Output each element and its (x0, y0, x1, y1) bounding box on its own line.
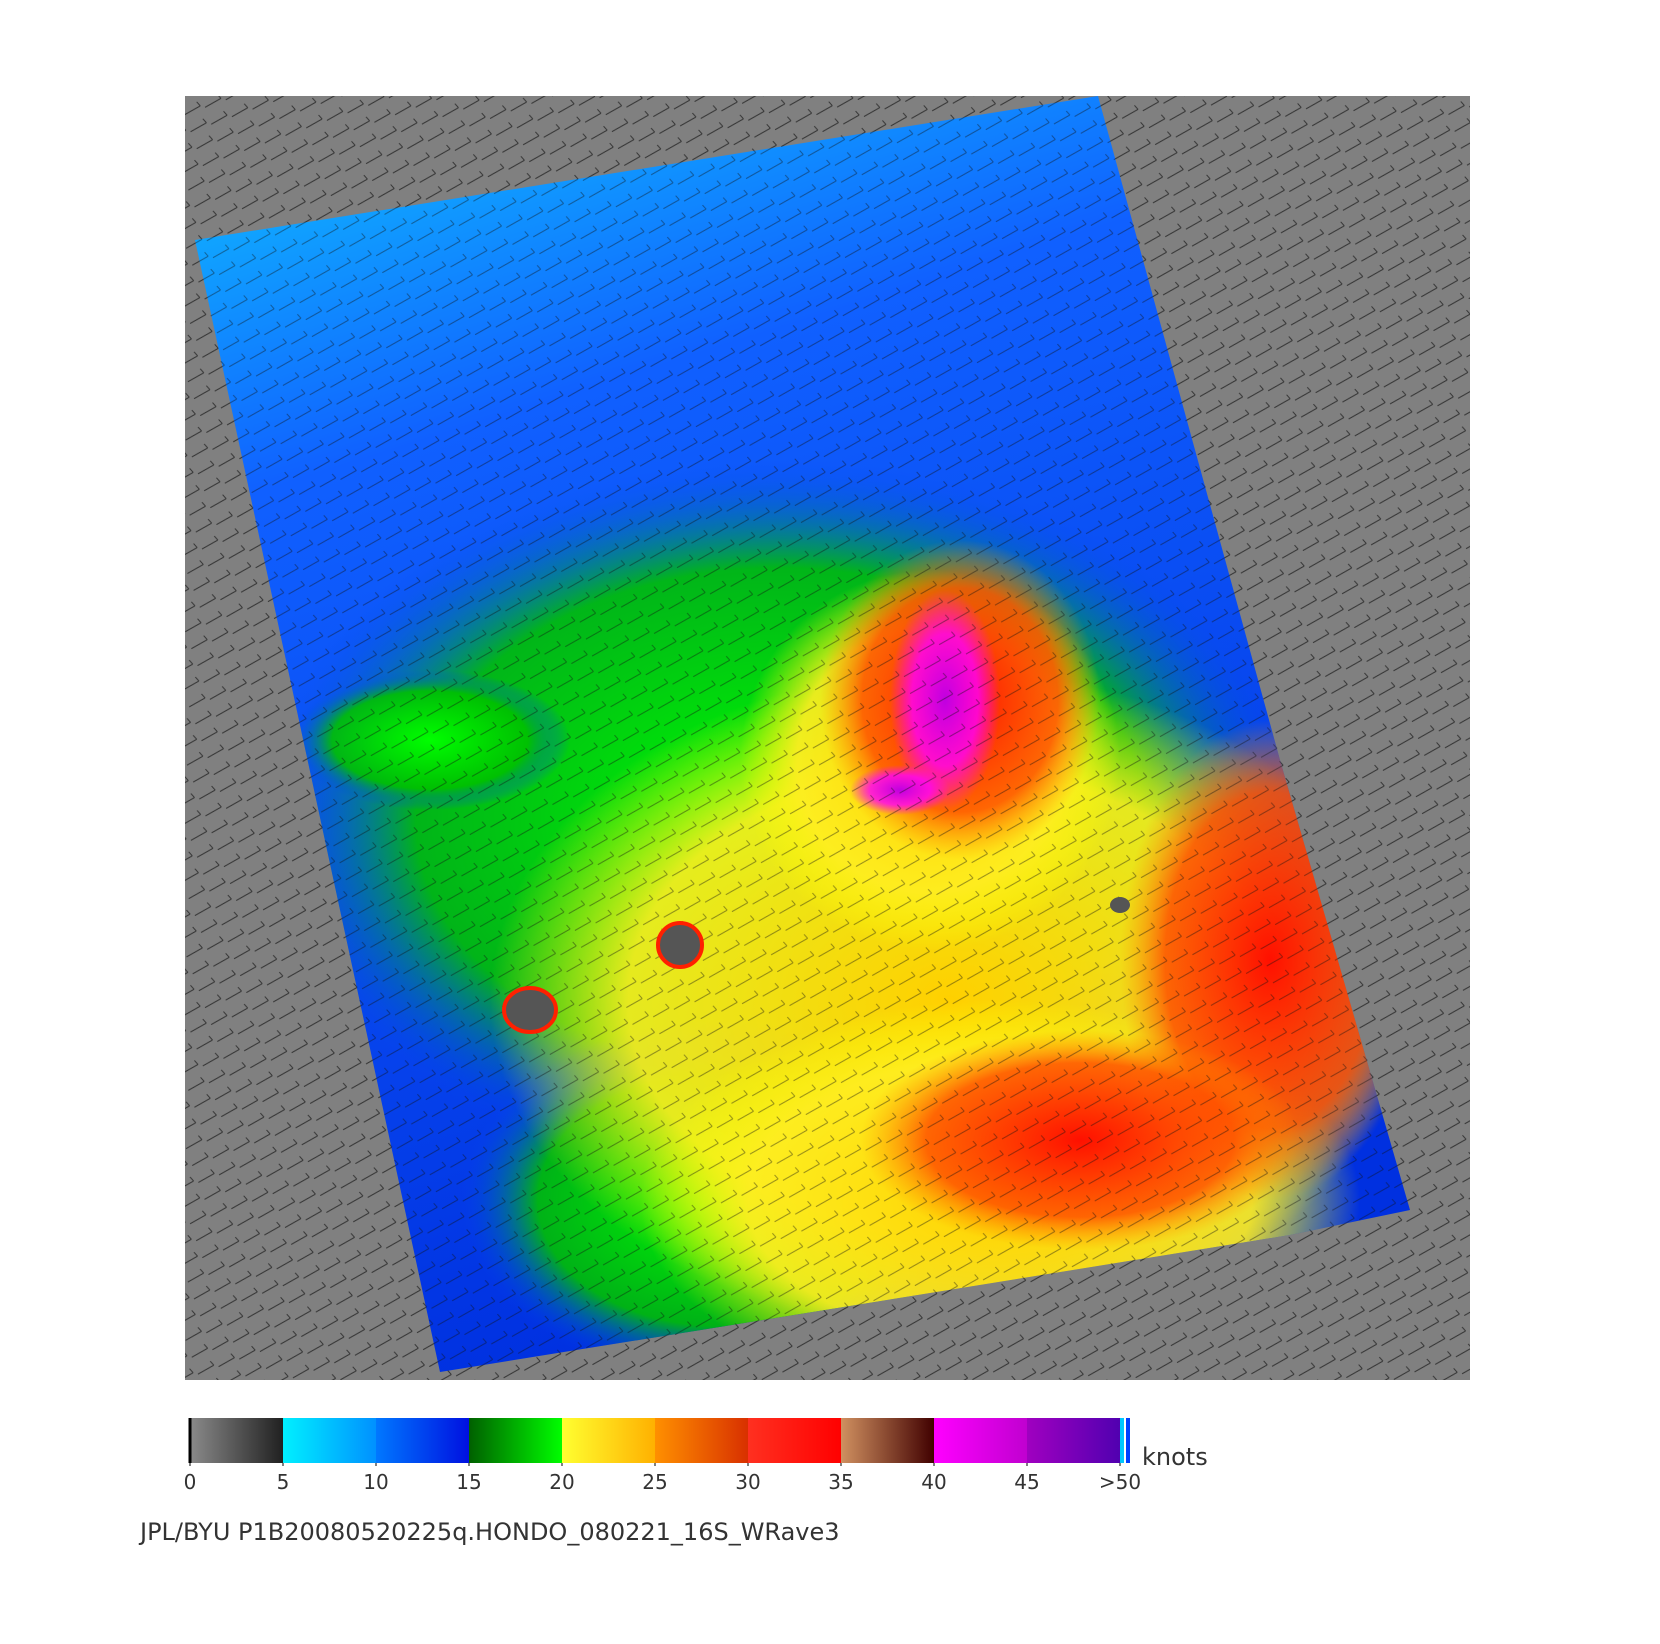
colorbar-band (190, 1418, 284, 1463)
colorbar-overflow (1126, 1418, 1130, 1463)
island (502, 986, 558, 1034)
colorbar: 0 5 10 15 20 25 30 35 40 45 >50 (184, 1418, 1141, 1494)
colorbar-tick-label: 40 (921, 1470, 946, 1494)
colorbar-band (376, 1418, 470, 1463)
island (656, 921, 704, 969)
colorbar-tick-label: 10 (363, 1470, 388, 1494)
footer-caption: JPL/BYU P1B20080520225q.HONDO_080221_16S… (138, 1518, 840, 1546)
colorbar-tick-label: 25 (642, 1470, 667, 1494)
wind-field (195, 96, 1410, 1372)
colorbar-tick-label: 0 (184, 1470, 197, 1494)
colorbar-band (469, 1418, 563, 1463)
colorbar-tick-label: 20 (549, 1470, 574, 1494)
colorbar-band (655, 1418, 749, 1463)
colorbar-tick-label: 15 (456, 1470, 481, 1494)
colorbar-tick-label: 45 (1014, 1470, 1039, 1494)
colorbar-band (283, 1418, 377, 1463)
colorbar-band (562, 1418, 656, 1463)
colorbar-tick-label: 30 (735, 1470, 760, 1494)
colorbar-tick-label: 5 (277, 1470, 290, 1494)
colorbar-unit: knots (1142, 1443, 1208, 1471)
map (185, 96, 1470, 1380)
colorbar-tick-label: 35 (828, 1470, 853, 1494)
colorbar-band (841, 1418, 935, 1463)
colorbar-band (934, 1418, 1028, 1463)
island (1110, 897, 1130, 913)
colorbar-overflow (1120, 1418, 1124, 1463)
colorbar-tick-label: >50 (1099, 1470, 1141, 1494)
colorbar-band (1027, 1418, 1121, 1463)
colorbar-band (748, 1418, 842, 1463)
